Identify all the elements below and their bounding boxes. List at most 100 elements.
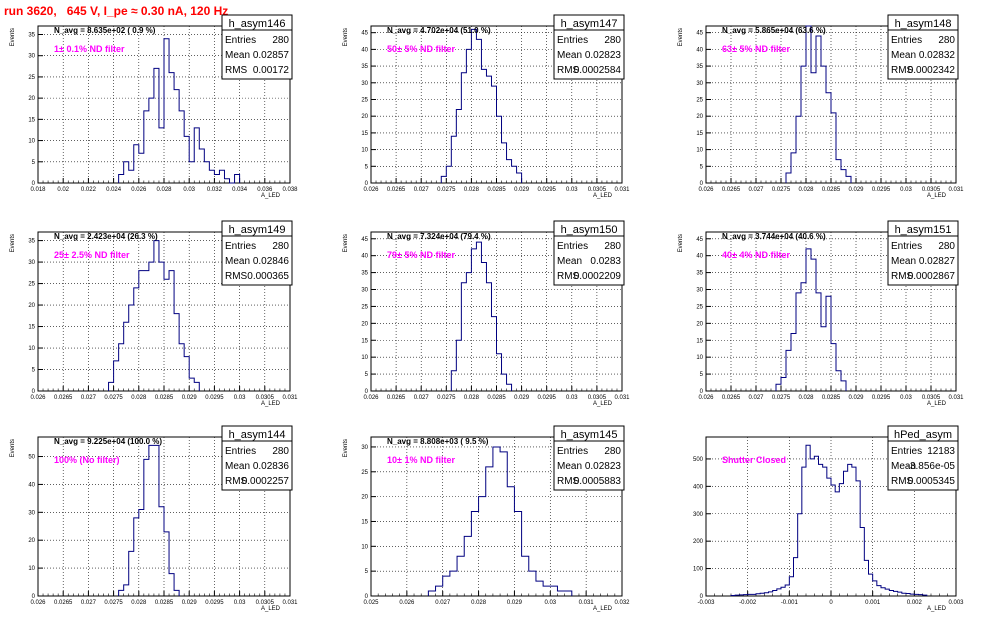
x-tick-label: 0.029 [182, 395, 198, 401]
x-tick-label: 0.026 [698, 395, 714, 401]
y-tick-label: 25 [361, 97, 368, 103]
y-tick-label: 0 [365, 181, 369, 187]
y-tick-label: 20 [696, 114, 703, 120]
histogram-line [108, 240, 200, 391]
stats-label-rms: RMS [557, 65, 580, 76]
y-tick-label: 35 [28, 239, 35, 245]
stats-label-entries: Entries [891, 35, 922, 46]
stats-value-mean: 0.02857 [253, 50, 290, 61]
y-tick-label: 10 [28, 566, 35, 572]
x-tick-label: 0.0295 [872, 395, 891, 401]
stats-label-rms: RMS [557, 476, 580, 487]
x-tick-label: 0.028 [798, 395, 814, 401]
x-tick-label: -0.001 [781, 600, 799, 606]
y-tick-label: 0 [32, 594, 36, 600]
y-tick-label: 35 [361, 64, 368, 70]
x-tick-label: 0.0285 [822, 187, 841, 193]
x-tick-label: 0.029 [514, 187, 530, 193]
x-tick-label: 0.026 [363, 187, 379, 193]
filter-annotation: 63± 5% ND filter [722, 44, 790, 54]
x-tick-label: 0.0265 [722, 395, 741, 401]
x-tick-label: 0.03 [183, 187, 195, 193]
filter-annotation: 50± 5% ND filter [387, 44, 455, 54]
y-axis-title: Events [678, 234, 684, 252]
x-tick-label: 0.022 [81, 187, 97, 193]
y-tick-label: 35 [28, 32, 35, 38]
x-tick-label: 0.031 [948, 187, 964, 193]
x-tick-label: 0.03 [566, 395, 578, 401]
navg-annotation: N_avg = 8.808e+03 ( 9.5 %) [387, 437, 489, 446]
x-tick-label: 0.031 [614, 395, 630, 401]
x-tick-label: 0.028 [156, 187, 172, 193]
y-tick-label: 25 [361, 304, 368, 310]
y-tick-label: 5 [700, 164, 704, 170]
x-tick-label: 0.032 [614, 600, 630, 606]
x-tick-label: 0.029 [182, 600, 198, 606]
stats-label-mean: Mean [557, 461, 582, 472]
y-tick-label: 30 [361, 445, 368, 451]
stats-box [553, 14, 625, 80]
x-tick-label: 0.0285 [155, 395, 174, 401]
x-tick-label: 0.028 [464, 187, 480, 193]
stats-label-entries: Entries [891, 446, 922, 457]
y-tick-label: 40 [361, 47, 368, 53]
stats-title: h_asym149 [229, 224, 286, 236]
x-tick-label: 0.03 [234, 600, 246, 606]
y-tick-label: 10 [696, 148, 703, 154]
x-tick-label: 0.02 [57, 187, 69, 193]
stats-label-rms: RMS [557, 271, 580, 282]
y-tick-label: 0 [365, 389, 369, 395]
stats-label-mean: Mean [557, 256, 582, 267]
navg-annotation: N_avg = 2.423e+04 (26.3 %) [54, 232, 158, 241]
histogram-panel-h_asym146: 0.018 0.02 0.022 0.024 0.026 0.028 0.03 0.032 0.… [10, 14, 298, 199]
y-tick-label: 15 [28, 325, 35, 331]
y-tick-label: 45 [696, 237, 703, 243]
stats-title: h_asym151 [895, 224, 952, 236]
stats-value-entries: 280 [272, 446, 289, 457]
x-tick-label: 0.024 [106, 187, 122, 193]
x-tick-label: 0.03 [234, 395, 246, 401]
y-tick-label: 40 [28, 482, 35, 488]
y-axis-title: Events [343, 234, 349, 252]
x-tick-label: 0.018 [30, 187, 46, 193]
stats-box [887, 425, 959, 491]
stats-value-entries: 280 [272, 241, 289, 252]
x-tick-label: 0.0285 [155, 600, 174, 606]
x-tick-label: 0.0305 [588, 395, 607, 401]
stats-label-mean: Mean [891, 256, 916, 267]
stats-value-rms: 0.0002257 [242, 476, 290, 487]
filter-annotation: Shutter Closed [722, 455, 786, 465]
stats-title: h_asym148 [895, 18, 952, 30]
stats-value-mean: -3.856e-05 [907, 461, 956, 472]
histogram-panel-hPed_asym: -0.003 -0.002 -0.001 0 0.001 0.002 0.003 0 100 20… [693, 425, 964, 612]
x-tick-label: 0.027 [414, 187, 430, 193]
y-tick-label: 35 [361, 271, 368, 277]
y-tick-label: 15 [28, 117, 35, 123]
stats-value-entries: 280 [938, 241, 955, 252]
y-tick-label: 5 [700, 372, 704, 378]
x-tick-label: 0.026 [399, 600, 415, 606]
stats-label-entries: Entries [225, 35, 256, 46]
stats-label-entries: Entries [225, 241, 256, 252]
x-tick-label: 0.0305 [256, 395, 275, 401]
x-tick-label: 0.0265 [387, 187, 406, 193]
stats-value-rms: 0.00172 [253, 65, 290, 76]
y-tick-label: 0 [700, 181, 704, 187]
x-tick-label: 0.026 [698, 187, 714, 193]
y-tick-label: 10 [361, 544, 368, 550]
stats-label-mean: Mean [225, 461, 250, 472]
x-tick-label: 0.0285 [487, 395, 506, 401]
y-tick-label: 30 [361, 81, 368, 87]
y-tick-label: 20 [28, 96, 35, 102]
stats-title: h_asym146 [229, 18, 286, 30]
navg-annotation: N_avg = 8.635e+02 ( 0.9 %) [54, 26, 156, 35]
x-tick-label: 0.03 [544, 600, 556, 606]
x-tick-label: 0.0295 [872, 187, 891, 193]
stats-label-entries: Entries [557, 446, 588, 457]
y-tick-label: 10 [361, 148, 368, 154]
stats-box [887, 220, 959, 286]
x-tick-label: 0.027 [81, 395, 97, 401]
histogram-line [427, 446, 573, 596]
histogram-line [785, 25, 852, 183]
